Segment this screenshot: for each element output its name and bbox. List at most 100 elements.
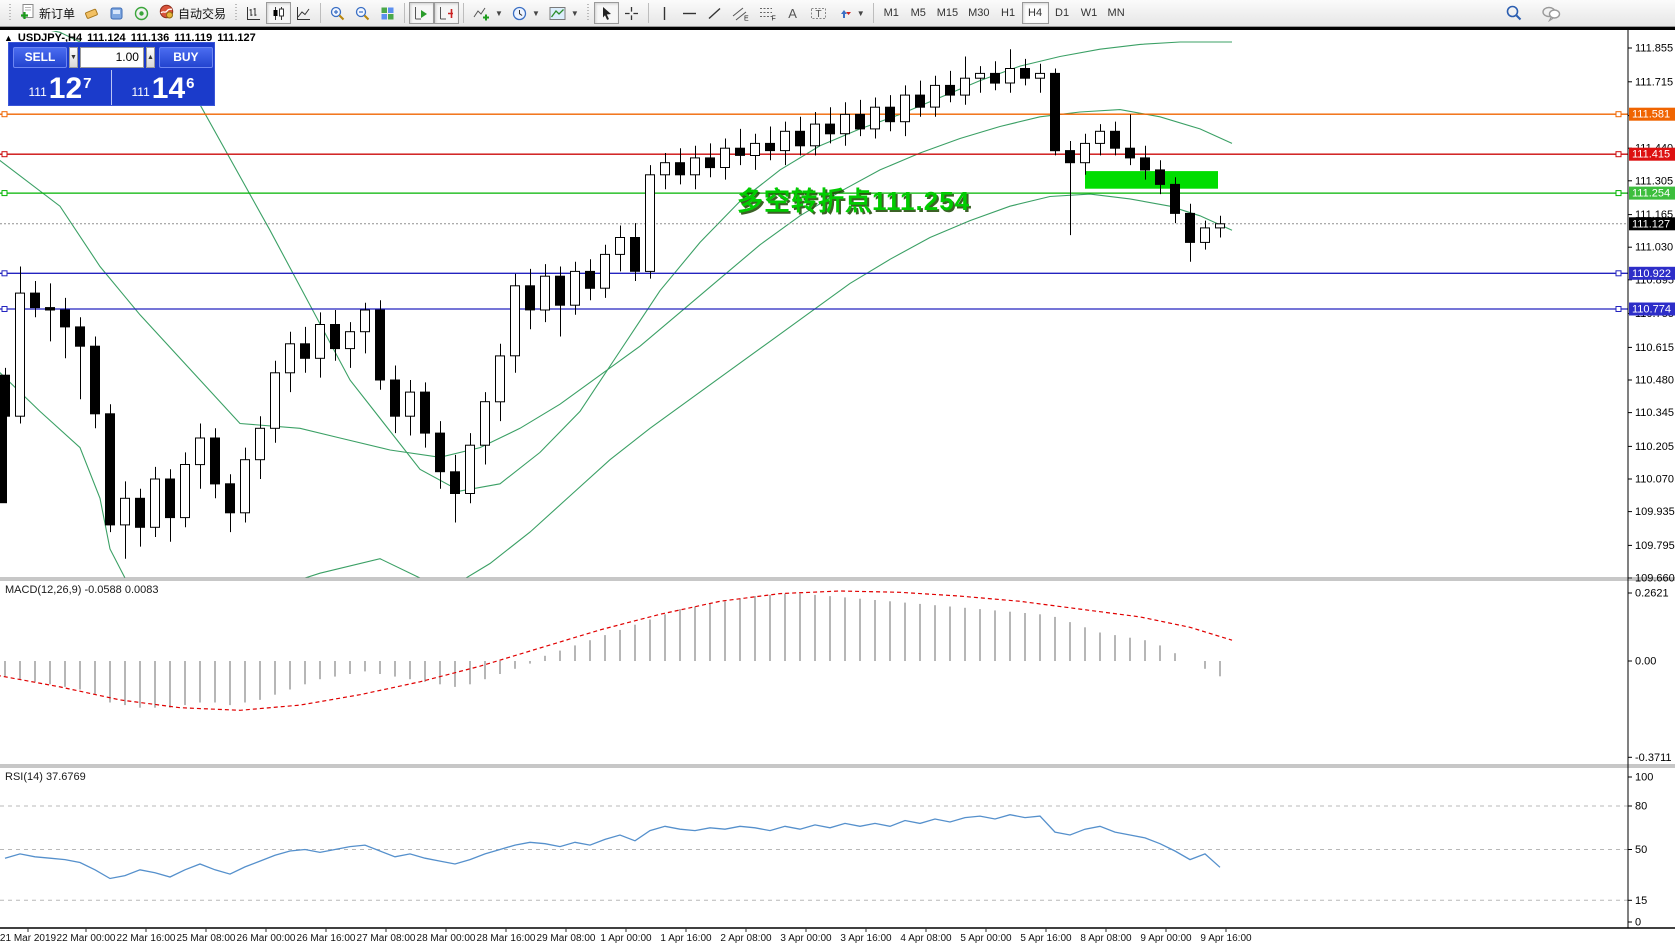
high-value: 111.136 <box>130 32 170 44</box>
buy-price[interactable]: 111 14 6 <box>112 70 214 105</box>
timeframe-M30[interactable]: M30 <box>963 2 994 24</box>
timeframe-H4[interactable]: H4 <box>1021 2 1049 24</box>
svg-text:110.070: 110.070 <box>1635 474 1674 486</box>
templates-button[interactable]: ▼ <box>544 2 583 24</box>
cursor-button[interactable] <box>593 2 619 24</box>
horizontal-line-objects[interactable] <box>0 111 1628 312</box>
chart-shift-button[interactable] <box>434 2 460 24</box>
svg-text:110.205: 110.205 <box>1635 441 1674 453</box>
symbol-period-label: USDJPY-,H4 <box>17 32 83 44</box>
svg-text:110.480: 110.480 <box>1635 375 1674 387</box>
svg-text:22 Mar 16:00: 22 Mar 16:00 <box>117 933 176 944</box>
candlestick-series <box>0 49 1225 559</box>
auto-scroll-button[interactable] <box>409 2 435 24</box>
crosshair-button[interactable] <box>619 2 644 24</box>
toolbar-grip[interactable] <box>585 4 591 22</box>
timeframe-D1[interactable]: D1 <box>1049 2 1076 24</box>
horizontal-line-button[interactable] <box>677 2 702 24</box>
signal-button[interactable] <box>129 2 154 24</box>
macd-label: MACD(12,26,9) -0.0588 0.0083 <box>5 584 159 596</box>
one-click-trading-panel: SELL ▼ ▲ BUY 111 12 7 111 14 6 <box>8 42 215 106</box>
svg-text:22 Mar 00:00: 22 Mar 00:00 <box>57 933 116 944</box>
svg-text:5 Apr 00:00: 5 Apr 00:00 <box>960 933 1012 944</box>
svg-text:110.615: 110.615 <box>1635 342 1674 354</box>
svg-text:8 Apr 08:00: 8 Apr 08:00 <box>1080 933 1132 944</box>
price-axis[interactable]: 111.855111.715111.575111.440111.305111.1… <box>1628 43 1675 929</box>
trendline-button[interactable] <box>702 2 727 24</box>
time-axis[interactable]: 21 Mar 2019 22 Mar 00:00 22 Mar 16:00 25 Ma… <box>0 928 1252 944</box>
svg-text:E: E <box>744 15 749 22</box>
svg-text:110.345: 110.345 <box>1635 407 1674 419</box>
text-button[interactable]: A <box>781 2 805 24</box>
svg-text:109.935: 109.935 <box>1635 506 1675 518</box>
arrow-objects-button[interactable]: ▼ <box>832 2 869 24</box>
auto-trading-button[interactable]: 自动交易 <box>154 2 230 24</box>
volume-increase-button[interactable]: ▲ <box>145 46 155 68</box>
chevron-down-icon: ▼ <box>570 8 579 18</box>
svg-text:111.415: 111.415 <box>1632 149 1670 161</box>
svg-text:100: 100 <box>1635 772 1653 784</box>
toolbar-grip[interactable] <box>7 4 12 22</box>
new-order-label: 新订单 <box>39 6 76 21</box>
bollinger-bands <box>0 31 1233 578</box>
buy-button[interactable]: BUY <box>158 46 213 68</box>
tile-windows-button[interactable] <box>375 2 400 24</box>
svg-text:110.774: 110.774 <box>1632 304 1671 316</box>
zoom-out-button[interactable] <box>350 2 375 24</box>
open-value: 111.124 <box>87 32 126 44</box>
timeframe-MN[interactable]: MN <box>1103 2 1130 24</box>
fibonacci-button[interactable]: F <box>754 2 781 24</box>
candlestick-chart-button[interactable] <box>266 2 292 24</box>
chevron-down-icon: ▼ <box>495 8 503 18</box>
periods-button[interactable]: ▼ <box>507 2 544 24</box>
rsi-indicator <box>0 805 1628 901</box>
volume-decrease-button[interactable]: ▼ <box>69 46 78 68</box>
green-rectangle-object[interactable] <box>1085 171 1218 189</box>
sell-button[interactable]: SELL <box>13 46 67 68</box>
vertical-line-button[interactable] <box>653 2 677 24</box>
svg-text:27 Mar 08:00: 27 Mar 08:00 <box>357 933 416 944</box>
zoom-in-button[interactable] <box>325 2 350 24</box>
svg-text:21 Mar 2019: 21 Mar 2019 <box>0 933 57 944</box>
sell-price[interactable]: 111 12 7 <box>9 70 112 105</box>
indicators-button[interactable]: ▼ <box>468 2 507 24</box>
svg-text:26 Mar 00:00: 26 Mar 00:00 <box>237 933 296 944</box>
collapse-triangle-icon[interactable]: ▲ <box>4 33 13 43</box>
new-order-icon <box>19 3 36 23</box>
svg-text:3 Apr 00:00: 3 Apr 00:00 <box>780 933 832 944</box>
svg-text:111.581: 111.581 <box>1632 109 1670 121</box>
svg-text:29 Mar 08:00: 29 Mar 08:00 <box>537 933 596 944</box>
volume-input[interactable] <box>79 46 144 68</box>
svg-text:0.00: 0.00 <box>1635 656 1656 668</box>
chart-ohlc-header: ▲ USDJPY-,H4 111.124 111.136 111.119 111… <box>4 32 256 44</box>
svg-text:50: 50 <box>1635 844 1647 856</box>
buy-price-prefix: 111 <box>131 85 150 99</box>
timeframe-M15[interactable]: M15 <box>932 2 963 24</box>
timeframe-M1[interactable]: M1 <box>878 2 905 24</box>
sell-price-sup: 7 <box>83 75 92 92</box>
chart-background[interactable] <box>0 30 1675 947</box>
text-label-button[interactable]: T <box>805 2 832 24</box>
eraser-button[interactable] <box>79 2 104 24</box>
bar-chart-button[interactable] <box>241 2 266 24</box>
profiles-button[interactable] <box>104 2 129 24</box>
timeframe-group: M1 M5 M15 M30 H1 H4 D1 W1 MN <box>878 2 1130 24</box>
line-chart-button[interactable] <box>291 2 316 24</box>
sell-price-prefix: 111 <box>28 85 47 99</box>
timeframe-H1[interactable]: H1 <box>995 2 1022 24</box>
timeframe-M5[interactable]: M5 <box>905 2 932 24</box>
close-value: 111.127 <box>217 32 256 44</box>
chat-icon[interactable] <box>1537 2 1565 24</box>
timeframe-W1[interactable]: W1 <box>1076 2 1103 24</box>
svg-text:9 Apr 16:00: 9 Apr 16:00 <box>1200 933 1252 944</box>
annotation-text-object[interactable]: 多空转折点111.254 <box>737 186 971 216</box>
new-order-button[interactable]: 新订单 <box>15 2 79 24</box>
search-icon[interactable] <box>1501 2 1527 24</box>
svg-text:111.715: 111.715 <box>1635 76 1673 88</box>
auto-trading-icon <box>158 3 175 23</box>
toolbar-grip[interactable] <box>233 4 239 22</box>
equidistant-channel-button[interactable]: E <box>727 2 754 24</box>
svg-text:F: F <box>771 15 775 22</box>
svg-text:26 Mar 16:00: 26 Mar 16:00 <box>297 933 356 944</box>
